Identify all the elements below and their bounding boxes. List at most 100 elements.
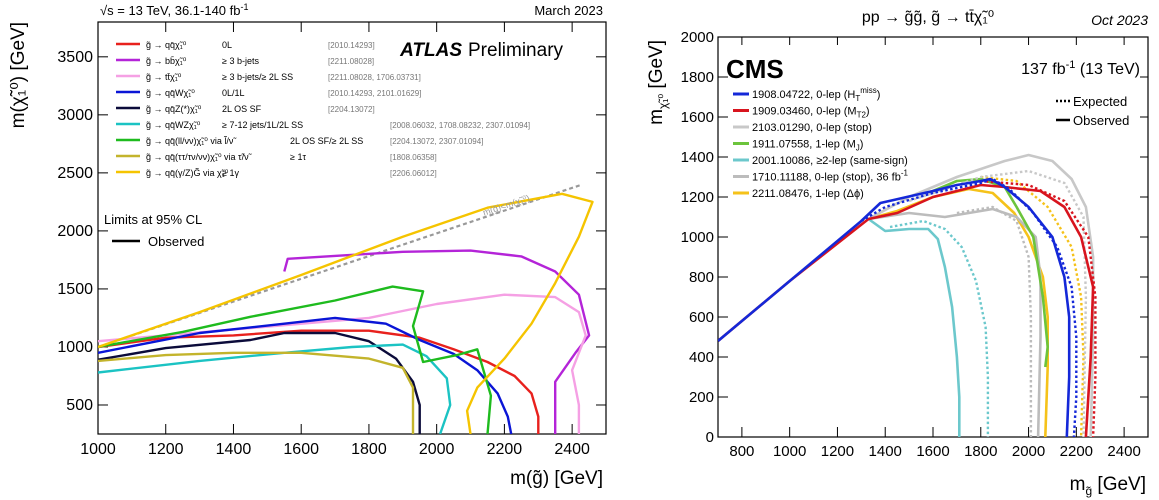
atlas-y-axis-label: m(χ̃₁⁰) [GeV] [8, 22, 29, 128]
atlas-legend-ref-7: [1808.06358] [390, 153, 437, 162]
atlas-legend-signature-2: ≥ 3 b-jets/≥ 2L SS [222, 72, 293, 82]
cms-expected-contour-2 [908, 169, 1088, 437]
atlas-contour-3 [98, 316, 513, 434]
atlas-x-tick-label: 1400 [216, 441, 252, 458]
cms-lumi: 137 fb-1 (13 TeV) [1021, 59, 1140, 78]
atlas-legend-name-8: g̃ → qq̄(γ/Z)G̃ via χ̃₁⁰ [146, 168, 229, 178]
atlas-x-tick-label: 1600 [283, 441, 319, 458]
atlas-legend-signature-1: ≥ 3 b-jets [222, 56, 259, 66]
atlas-chart: √s = 13 TeV, 36.1-140 fb-1 March 2023 AT… [8, 2, 607, 489]
atlas-x-tick-label: 1800 [351, 441, 387, 458]
cms-y-tick-label: 800 [689, 269, 714, 286]
atlas-legend-ref-5: [2008.06032, 1708.08232, 2307.01094] [390, 121, 530, 130]
atlas-x-tick-label: 2400 [554, 441, 590, 458]
atlas-x-axis-label: m(g̃) [GeV] [510, 468, 603, 489]
cms-header-right: Oct 2023 [1091, 12, 1148, 28]
atlas-y-tick-label: 2500 [57, 165, 93, 182]
atlas-legend-ref-2: [2211.08028, 1706.03731] [328, 73, 421, 82]
atlas-legend-signature-5: ≥ 7-12 jets/1L/2L SS [222, 120, 303, 130]
cms-title: pp → g̃g̃, g̃ → tt̄χ̃₁⁰ [862, 9, 994, 26]
atlas-contour-1 [283, 249, 591, 434]
atlas-x-tick-label: 2000 [419, 441, 455, 458]
atlas-contour-7 [98, 351, 415, 434]
atlas-curves [98, 183, 594, 434]
atlas-legend-signature-8: ≥ 1γ [222, 168, 239, 178]
cms-x-tick-label: 1600 [916, 443, 949, 460]
atlas-legend-ref-6: [2204.13072, 2307.01094] [390, 137, 483, 146]
atlas-contour-0 [98, 329, 540, 434]
cms-experiment: CMS [726, 54, 784, 84]
cms-observed-contour-4 [867, 217, 961, 437]
atlas-y-tick-label: 2000 [57, 223, 93, 240]
cms-x-tick-label: 2400 [1107, 443, 1140, 460]
cms-x-tick-label: 1400 [869, 443, 902, 460]
cms-legend-label-4: 2001.10086, ≥2-lep (same-sign) [752, 155, 908, 167]
cms-x-axis-label: mg̃ [GeV] [1070, 474, 1146, 498]
atlas-header-right: March 2023 [534, 3, 603, 18]
atlas-legend-ref-3: [2010.14293, 2101.01629] [328, 89, 421, 98]
cms-observed-contour-0 [718, 177, 1071, 437]
cms-legend-label-1: 1909.03460, 0-lep (MT2) [752, 106, 870, 120]
atlas-legend-ref-8: [2206.06012] [390, 169, 437, 178]
cms-axis-ticks: 800 1000 1200 1400 1600 1800 2000 2200 2400 0 200 4… [681, 29, 1148, 460]
atlas-y-tick-label: 1500 [57, 281, 93, 298]
cms-observed-contour-3 [932, 177, 1049, 368]
cms-y-tick-label: 1400 [681, 149, 714, 166]
atlas-legend-name-6: g̃ → qq̄(ll/νν)χ̃₁⁰ via l̃/ν̃ [146, 135, 238, 146]
cms-y-tick-label: 0 [706, 429, 714, 446]
atlas-y-tick-label: 3000 [57, 107, 93, 124]
atlas-legend-name-1: g̃ → bb̄χ̃₁⁰ [146, 56, 187, 66]
atlas-preliminary: Preliminary [468, 40, 564, 61]
atlas-legend-name-7: g̃ → qq̄(ττ/τν/νν)χ̃₁⁰ via τ̃/ν̃ [146, 152, 253, 162]
cms-x-tick-label: 1200 [821, 443, 854, 460]
cms-y-tick-label: 1000 [681, 229, 714, 246]
atlas-legend-signature-4: 2L OS SF [222, 104, 262, 114]
atlas-legend-signature-7: ≥ 1τ [290, 152, 306, 162]
atlas-legend-signature-6: 2L OS SF/≥ 2L SS [290, 136, 363, 146]
atlas-y-tick-label: 1000 [57, 339, 93, 356]
atlas-contour-4 [98, 331, 421, 434]
cms-legend-label-2: 2103.01290, 0-lep (stop) [752, 122, 872, 134]
atlas-observed-label: Observed [148, 234, 204, 249]
cms-y-axis-label: mχ̃₁⁰ [GeV] [646, 40, 670, 125]
atlas-contour-5 [98, 343, 452, 434]
cms-y-tick-label: 600 [689, 309, 714, 326]
atlas-legend-name-5: g̃ → qq̄WZχ̃₁⁰ [146, 120, 201, 130]
atlas-axis-ticks: 1000 1200 1400 1600 1800 2000 2200 2400 500 1000 1… [57, 22, 606, 458]
atlas-legend-name-4: g̃ → qq̄Z(*)χ̃₁⁰ [146, 104, 202, 114]
cms-y-tick-label: 1200 [681, 189, 714, 206]
cms-legend-label-0: 1908.04722, 0-lep (HTmiss) [752, 86, 880, 103]
cms-legend-label-6: 2211.08476, 1-lep (Δϕ) [752, 188, 864, 200]
atlas-contour-8 [98, 192, 594, 434]
cms-observed-contour-1 [718, 183, 1095, 437]
atlas-legend-signature-0: 0L [222, 40, 232, 50]
atlas-contour-2 [98, 293, 587, 434]
atlas-experiment: ATLAS [399, 40, 462, 61]
atlas-x-tick-label: 2200 [487, 441, 523, 458]
cms-curves [718, 153, 1097, 437]
cms-y-tick-label: 1600 [681, 109, 714, 126]
atlas-legend-name-3: g̃ → qq̄Wχ̃₁⁰ [146, 88, 196, 98]
atlas-legend-ref-4: [2204.13072] [328, 105, 375, 114]
cms-x-tick-label: 1000 [773, 443, 806, 460]
cms-expected-contour-4 [889, 219, 990, 437]
cms-expected-contour-5 [956, 205, 1033, 437]
atlas-legend: g̃ → qq̄χ̃₁⁰ 0L [2010.14293] g̃ → bb̄χ̃₁⁰ ≥ … [116, 40, 530, 178]
cms-expected-contour-6 [980, 175, 1085, 437]
cms-x-tick-label: 1800 [964, 443, 997, 460]
atlas-header-left: √s = 13 TeV, 36.1-140 fb-1 [100, 2, 249, 18]
atlas-contour-6 [98, 285, 493, 434]
atlas-legend-name-2: g̃ → tt̄χ̃₁⁰ [146, 72, 182, 82]
cms-expected-contour-1 [980, 179, 1097, 437]
cms-legend: 1908.04722, 0-lep (HTmiss) 1909.03460, 0-… [733, 86, 908, 200]
cms-chart: pp → g̃g̃, g̃ → tt̄χ̃₁⁰ Oct 2023 CMS 137… [646, 9, 1149, 498]
cms-y-tick-label: 1800 [681, 69, 714, 86]
cms-legend-label-3: 1911.07558, 1-lep (MJ) [752, 139, 863, 153]
cms-expected-label: Expected [1073, 94, 1127, 109]
cms-y-tick-label: 400 [689, 349, 714, 366]
cms-y-tick-label: 2000 [681, 29, 714, 46]
cms-x-tick-label: 800 [729, 443, 754, 460]
cms-observed-contour-5 [868, 207, 1042, 437]
atlas-legend-signature-3: 0L/1L [222, 88, 245, 98]
